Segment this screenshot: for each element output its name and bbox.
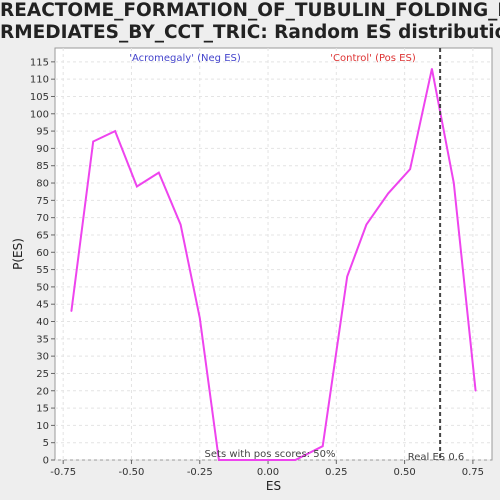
y-tick-label: 15 (36, 404, 49, 415)
y-tick-label: 45 (36, 300, 49, 311)
pos-scores-label: Sets with pos scores: 50% (205, 449, 336, 460)
x-axis-label: ES (266, 479, 281, 493)
y-tick-label: 20 (36, 386, 49, 397)
series-point (198, 317, 201, 319)
y-tick-label: 100 (30, 109, 49, 120)
series-point (474, 389, 477, 392)
y-tick-label: 5 (43, 438, 49, 449)
series-point (387, 192, 390, 195)
series-point (239, 459, 242, 461)
y-tick-label: 50 (36, 282, 49, 293)
series-point (179, 223, 182, 226)
real-es-label: Real ES 0.6 (408, 452, 464, 463)
chart-title-line-2: RMEDIATES_BY_CCT_TRIC: Random ES distrib… (0, 22, 500, 43)
series-point (157, 171, 160, 174)
pos-es-label: 'Control' (Pos ES) (330, 53, 416, 64)
series-point (409, 168, 411, 170)
y-tick-label: 105 (30, 92, 49, 103)
y-tick-label: 95 (36, 127, 49, 138)
plot-area (54, 47, 493, 461)
y-tick-label: 60 (36, 248, 49, 259)
series-point (267, 459, 269, 461)
series-point (294, 459, 297, 461)
series-point (114, 130, 116, 132)
x-tick-label: 0.00 (257, 467, 279, 478)
x-tick-label: -0.25 (187, 467, 213, 478)
series-point (70, 310, 73, 312)
y-tick-label: 0 (43, 456, 49, 467)
x-tick-label: 0.75 (462, 467, 484, 478)
y-tick-label: 90 (36, 144, 49, 155)
chart-title-line-1: REACTOME_FORMATION_OF_TUBULIN_FOLDING_IN… (0, 0, 500, 21)
y-tick-label: 70 (36, 213, 49, 224)
axes-ticks: 0 5 10 15 20 25 30 35 40 45 50 55 60 65 70 75 80 85 90 95 10… (30, 57, 484, 478)
y-tick-label: 55 (36, 265, 49, 276)
y-tick-label: 75 (36, 196, 49, 207)
series-point (321, 445, 324, 447)
x-tick-label: -0.75 (50, 467, 76, 478)
series-point (452, 182, 455, 184)
grid (55, 48, 492, 461)
y-tick-label: 115 (30, 57, 49, 68)
y-tick-label: 85 (36, 161, 49, 172)
y-axis-label: P(ES) (11, 238, 25, 270)
series-point (431, 67, 433, 70)
x-tick-label: 0.50 (393, 467, 415, 478)
series-point (92, 140, 95, 143)
neg-es-label: 'Acromegaly' (Neg ES) (129, 53, 241, 64)
series-point (346, 275, 349, 278)
series-point (136, 185, 138, 188)
series-point (218, 459, 220, 461)
x-tick-label: 0.25 (325, 467, 347, 478)
series-point (365, 223, 368, 226)
x-tick-label: -0.50 (119, 467, 145, 478)
y-tick-label: 35 (36, 334, 49, 345)
series-points (70, 67, 477, 461)
y-tick-label: 10 (36, 421, 49, 432)
y-tick-label: 65 (36, 230, 49, 241)
y-tick-label: 110 (30, 75, 49, 86)
y-tick-label: 25 (36, 369, 49, 380)
y-tick-label: 30 (36, 352, 49, 363)
y-tick-label: 40 (36, 317, 49, 328)
y-tick-label: 80 (36, 179, 49, 190)
chart-title: REACTOME_FORMATION_OF_TUBULIN_FOLDING_IN… (0, 0, 500, 44)
